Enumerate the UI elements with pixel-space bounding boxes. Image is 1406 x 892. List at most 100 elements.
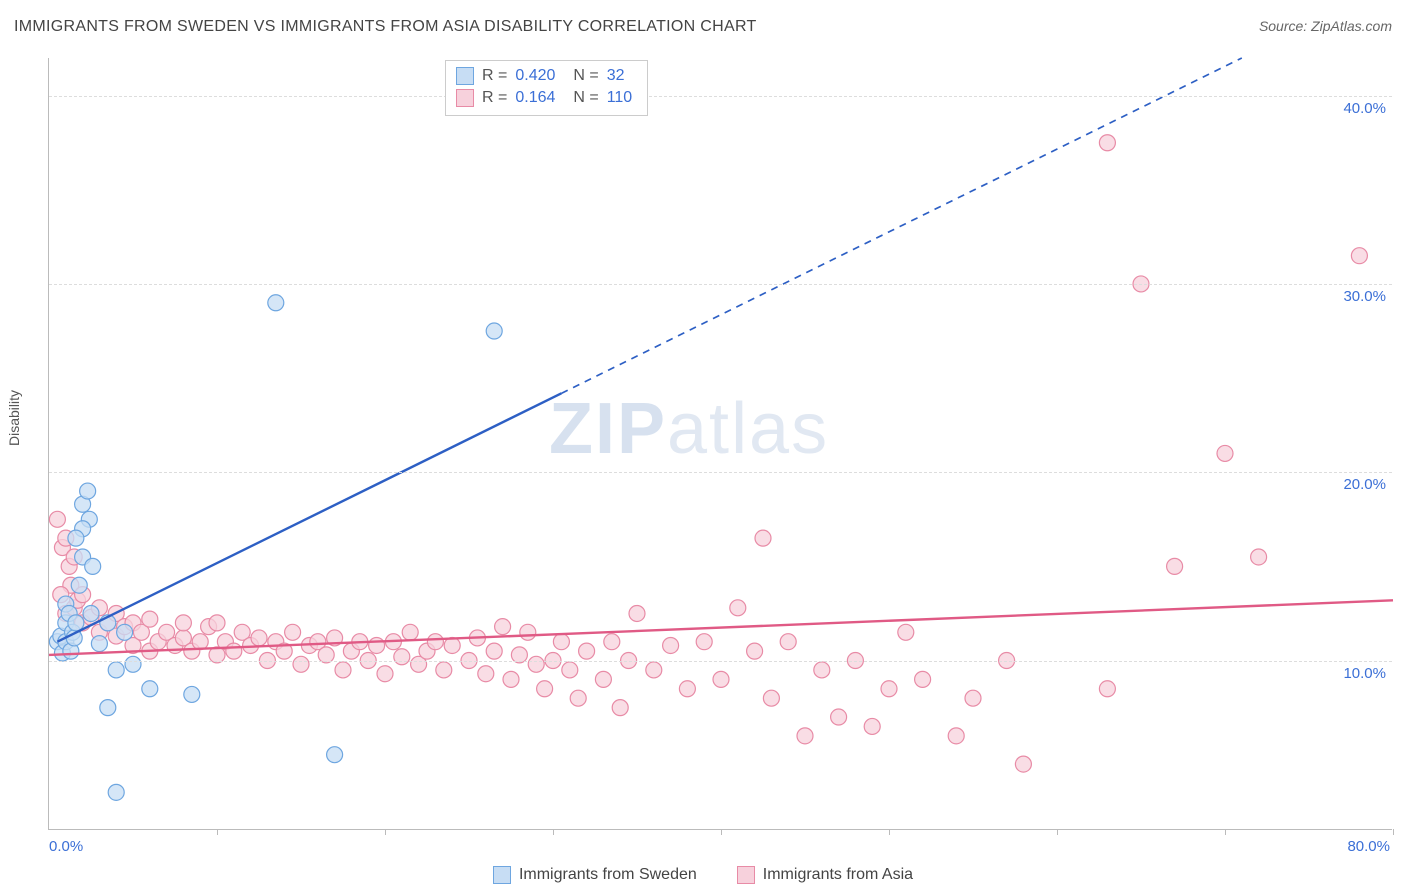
data-point [1099, 681, 1115, 697]
n-label: N = [573, 65, 598, 87]
data-point [486, 643, 502, 659]
plot-area: ZIPatlas R = 0.420 N = 32 R = 0.164 N = … [48, 58, 1392, 830]
legend-label-sweden: Immigrants from Sweden [519, 866, 697, 884]
data-point [562, 662, 578, 678]
data-point [478, 666, 494, 682]
data-point [646, 662, 662, 678]
data-point [679, 681, 695, 697]
data-point [1015, 756, 1031, 772]
data-point [486, 323, 502, 339]
data-point [251, 630, 267, 646]
data-point [763, 690, 779, 706]
bottom-legend: Immigrants from Sweden Immigrants from A… [0, 866, 1406, 884]
data-point [629, 605, 645, 621]
data-point [85, 558, 101, 574]
data-point [335, 662, 351, 678]
data-point [612, 700, 628, 716]
swatch-sweden [456, 67, 474, 85]
data-point [814, 662, 830, 678]
data-point [570, 690, 586, 706]
y-tick-label: 40.0% [1343, 100, 1386, 117]
legend-item-sweden: Immigrants from Sweden [493, 866, 697, 884]
data-point [142, 681, 158, 697]
data-point [117, 624, 133, 640]
data-point [49, 511, 65, 527]
data-point [797, 728, 813, 744]
y-tick-label: 10.0% [1343, 665, 1386, 682]
legend-label-asia: Immigrants from Asia [763, 866, 913, 884]
data-point [209, 615, 225, 631]
data-point [755, 530, 771, 546]
data-point [663, 637, 679, 653]
data-point [68, 615, 84, 631]
y-tick-label: 30.0% [1343, 288, 1386, 305]
data-point [696, 634, 712, 650]
data-point [528, 656, 544, 672]
y-tick-label: 20.0% [1343, 476, 1386, 493]
data-point [108, 784, 124, 800]
swatch-asia [456, 89, 474, 107]
data-point [436, 662, 452, 678]
data-point [293, 656, 309, 672]
x-end-label: 80.0% [1347, 838, 1390, 855]
data-point [520, 624, 536, 640]
data-point [1351, 248, 1367, 264]
source-attribution: Source: ZipAtlas.com [1259, 18, 1392, 34]
trend-line-solid [49, 600, 1393, 655]
data-point [780, 634, 796, 650]
r-label: R = [482, 87, 507, 109]
data-point [1251, 549, 1267, 565]
trend-line-solid [57, 393, 561, 641]
data-point [915, 671, 931, 687]
data-point [747, 643, 763, 659]
data-point [175, 615, 191, 631]
stats-row-asia: R = 0.164 N = 110 [456, 87, 637, 109]
data-point [604, 634, 620, 650]
data-point [831, 709, 847, 725]
n-value-asia: 110 [607, 87, 637, 109]
data-point [268, 295, 284, 311]
legend-item-asia: Immigrants from Asia [737, 866, 913, 884]
data-point [427, 634, 443, 650]
r-label: R = [482, 65, 507, 87]
data-point [965, 690, 981, 706]
y-axis-label: Disability [6, 390, 22, 446]
legend-swatch-sweden [493, 866, 511, 884]
data-point [100, 700, 116, 716]
data-point [713, 671, 729, 687]
data-point [80, 483, 96, 499]
data-point [881, 681, 897, 697]
data-point [864, 718, 880, 734]
data-point [68, 530, 84, 546]
data-point [83, 605, 99, 621]
chart-svg [49, 58, 1392, 829]
data-point [503, 671, 519, 687]
data-point [369, 637, 385, 653]
data-point [579, 643, 595, 659]
data-point [184, 686, 200, 702]
data-point [327, 747, 343, 763]
correlation-stats-box: R = 0.420 N = 32 R = 0.164 N = 110 [445, 60, 648, 116]
data-point [537, 681, 553, 697]
data-point [226, 643, 242, 659]
data-point [142, 611, 158, 627]
data-point [192, 634, 208, 650]
r-value-sweden: 0.420 [515, 65, 565, 87]
data-point [1217, 445, 1233, 461]
data-point [898, 624, 914, 640]
data-point [402, 624, 418, 640]
n-value-sweden: 32 [607, 65, 637, 87]
data-point [91, 636, 107, 652]
x-start-label: 0.0% [49, 838, 83, 855]
data-point [730, 600, 746, 616]
data-point [948, 728, 964, 744]
data-point [1099, 135, 1115, 151]
data-point [377, 666, 393, 682]
data-point [495, 619, 511, 635]
data-point [1167, 558, 1183, 574]
data-point [595, 671, 611, 687]
data-point [285, 624, 301, 640]
data-point [71, 577, 87, 593]
data-point [108, 662, 124, 678]
legend-swatch-asia [737, 866, 755, 884]
